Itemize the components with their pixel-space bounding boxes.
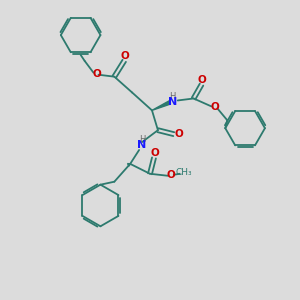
Text: O: O	[174, 129, 183, 139]
Text: H: H	[139, 135, 145, 144]
Text: N: N	[137, 140, 147, 150]
Polygon shape	[152, 101, 170, 110]
Text: O: O	[210, 102, 219, 112]
Text: O: O	[92, 69, 101, 79]
Polygon shape	[128, 164, 130, 166]
Text: O: O	[197, 75, 206, 85]
Text: O: O	[151, 148, 159, 158]
Text: O: O	[167, 170, 175, 180]
Text: CH₃: CH₃	[176, 168, 192, 177]
Text: O: O	[121, 51, 130, 61]
Text: H: H	[169, 92, 176, 101]
Text: N: N	[168, 98, 177, 107]
